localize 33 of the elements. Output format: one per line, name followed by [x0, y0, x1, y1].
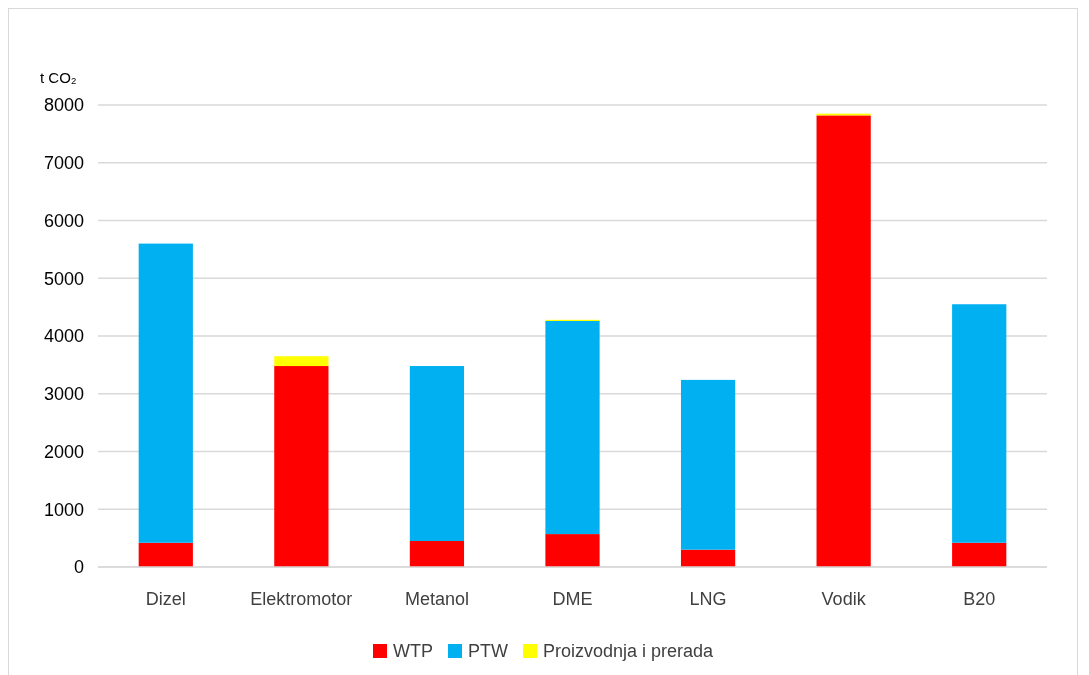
bar [680, 549, 736, 567]
legend-label: Proizvodnja i prerada [543, 641, 715, 662]
bar [816, 115, 871, 567]
bar [138, 243, 193, 543]
legend-label: PTW [468, 641, 508, 662]
y-tick-label: 3000 [43, 384, 84, 405]
bar [952, 304, 1007, 543]
bar [952, 542, 1007, 567]
bar [545, 320, 600, 535]
x-tick-label: LNG [689, 589, 727, 609]
x-tick-label: Metanol [404, 589, 469, 609]
bar [680, 379, 736, 550]
y-tick-label: 2000 [43, 441, 84, 462]
bar [545, 534, 600, 567]
x-tick-label: DME [552, 589, 593, 609]
y-tick-label: 8000 [43, 95, 84, 116]
y-tick-label: 1000 [43, 499, 84, 520]
bar [138, 542, 193, 567]
y-tick-label: 5000 [43, 268, 84, 289]
x-tick-label: Dizel [145, 589, 186, 609]
bar [274, 356, 329, 367]
y-tick-label: 7000 [43, 153, 84, 174]
bar [409, 366, 465, 542]
bar [409, 541, 465, 567]
y-axis-title: t CO₂ [40, 69, 77, 86]
legend-label: WTP [393, 641, 433, 662]
x-tick-label: B20 [963, 589, 996, 609]
y-tick-label: 0 [73, 557, 84, 578]
bar [274, 366, 329, 567]
x-tick-label: Elektromotor [250, 589, 353, 609]
x-tick-label: Vodik [821, 589, 867, 609]
y-tick-label: 6000 [43, 210, 84, 231]
y-tick-label: 4000 [43, 326, 84, 347]
